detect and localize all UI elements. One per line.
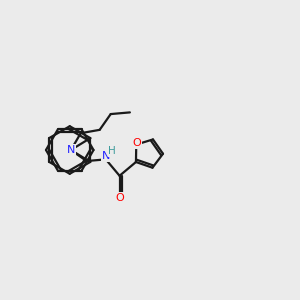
Text: N: N: [67, 145, 75, 155]
Text: N: N: [67, 145, 75, 155]
Text: O: O: [132, 138, 141, 148]
Text: N: N: [102, 152, 110, 161]
Text: O: O: [115, 193, 124, 202]
Text: H: H: [109, 146, 116, 156]
